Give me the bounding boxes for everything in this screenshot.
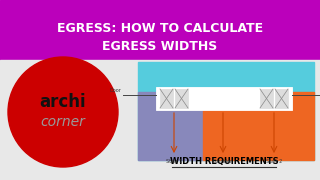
Bar (138, 62, 314, 160)
Text: EGRESS WIDTHS: EGRESS WIDTHS (102, 40, 218, 53)
Text: Stair 1: Stair 1 (166, 159, 182, 164)
Text: corner: corner (41, 115, 85, 129)
Text: Corridor: Corridor (213, 159, 233, 164)
Text: WIDTH REQUIREMENTS: WIDTH REQUIREMENTS (170, 157, 278, 166)
Bar (260, 89, 273, 108)
Text: Stair 2: Stair 2 (266, 159, 282, 164)
Bar (203, 92, 314, 160)
Bar (156, 87, 292, 110)
Bar (0, 60, 320, 180)
Bar (275, 89, 288, 108)
Text: Door: Door (109, 89, 121, 93)
Circle shape (8, 57, 118, 167)
Text: EGRESS: HOW TO CALCULATE: EGRESS: HOW TO CALCULATE (57, 21, 263, 35)
Bar (0, 0, 320, 60)
Bar (138, 92, 203, 160)
Text: archi: archi (40, 93, 86, 111)
Bar (160, 89, 173, 108)
Bar (175, 89, 188, 108)
